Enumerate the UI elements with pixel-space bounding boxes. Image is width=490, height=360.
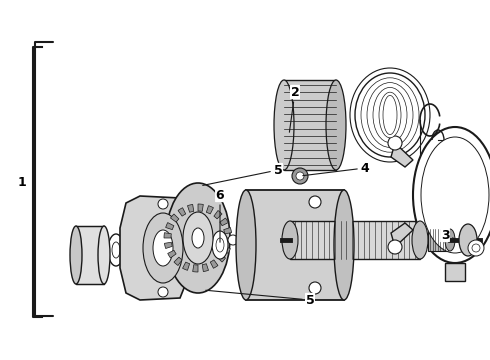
Wedge shape <box>198 204 203 211</box>
Ellipse shape <box>334 190 354 300</box>
Wedge shape <box>193 265 198 272</box>
Ellipse shape <box>350 68 430 162</box>
Ellipse shape <box>379 92 401 138</box>
Wedge shape <box>188 204 194 212</box>
Polygon shape <box>391 223 413 247</box>
Ellipse shape <box>421 137 489 253</box>
Ellipse shape <box>373 87 407 143</box>
Ellipse shape <box>367 82 413 147</box>
Ellipse shape <box>212 231 228 259</box>
Bar <box>284 80 336 170</box>
Ellipse shape <box>158 287 168 297</box>
Ellipse shape <box>143 213 183 283</box>
Wedge shape <box>164 233 171 238</box>
Ellipse shape <box>127 249 133 261</box>
Wedge shape <box>223 228 232 234</box>
Ellipse shape <box>309 282 321 294</box>
Bar <box>76 226 104 284</box>
Bar <box>290 221 420 259</box>
Bar <box>428 229 450 251</box>
Wedge shape <box>220 218 228 226</box>
Ellipse shape <box>153 230 173 266</box>
Wedge shape <box>225 238 232 243</box>
Wedge shape <box>202 264 209 271</box>
Polygon shape <box>391 143 413 167</box>
Text: 6: 6 <box>216 189 224 242</box>
Text: 1: 1 <box>18 176 26 189</box>
Polygon shape <box>120 196 186 300</box>
Ellipse shape <box>123 242 137 268</box>
Ellipse shape <box>282 221 298 259</box>
Ellipse shape <box>388 136 402 150</box>
Ellipse shape <box>70 226 82 284</box>
Text: 3: 3 <box>441 229 455 242</box>
Ellipse shape <box>383 95 397 135</box>
Ellipse shape <box>412 221 428 259</box>
Ellipse shape <box>274 80 294 170</box>
Ellipse shape <box>108 234 124 266</box>
Ellipse shape <box>388 240 402 254</box>
Text: 5: 5 <box>206 290 315 306</box>
Wedge shape <box>183 262 190 270</box>
Ellipse shape <box>413 127 490 263</box>
Text: 6: 6 <box>0 359 1 360</box>
Ellipse shape <box>445 229 455 251</box>
Ellipse shape <box>292 168 308 184</box>
Ellipse shape <box>158 199 168 209</box>
Wedge shape <box>171 214 179 222</box>
Ellipse shape <box>309 196 321 208</box>
Ellipse shape <box>192 228 204 248</box>
Text: 4: 4 <box>303 162 369 176</box>
Wedge shape <box>222 246 230 253</box>
Ellipse shape <box>236 190 256 300</box>
Ellipse shape <box>166 183 230 293</box>
Wedge shape <box>168 250 176 258</box>
Bar <box>246 190 344 300</box>
Ellipse shape <box>183 212 213 264</box>
Wedge shape <box>178 208 186 216</box>
Polygon shape <box>445 263 465 281</box>
Text: 5: 5 <box>203 163 282 185</box>
Wedge shape <box>214 211 222 219</box>
Ellipse shape <box>355 73 425 157</box>
Ellipse shape <box>112 242 120 258</box>
Wedge shape <box>174 257 182 266</box>
Ellipse shape <box>216 238 224 252</box>
Wedge shape <box>210 260 218 268</box>
Ellipse shape <box>468 240 484 256</box>
Ellipse shape <box>296 172 304 180</box>
Text: 2: 2 <box>290 86 299 132</box>
Wedge shape <box>165 242 172 248</box>
Ellipse shape <box>98 226 110 284</box>
Ellipse shape <box>361 78 419 152</box>
Ellipse shape <box>326 80 346 170</box>
Ellipse shape <box>459 224 477 256</box>
Wedge shape <box>217 254 225 262</box>
Ellipse shape <box>472 244 480 252</box>
Ellipse shape <box>228 235 238 245</box>
Wedge shape <box>166 222 174 230</box>
Wedge shape <box>206 206 214 214</box>
